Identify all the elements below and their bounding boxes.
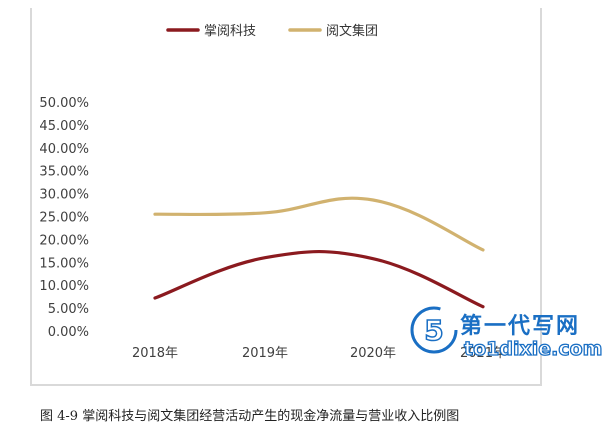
x-tick-label: 2019年 [242,346,288,361]
y-tick-label: 25.00% [39,211,89,226]
y-tick-label: 10.00% [39,279,89,294]
watermark-logo-icon: 5 [410,306,458,354]
y-tick-label: 5.00% [48,302,89,317]
y-tick-label: 50.00% [39,96,89,111]
chart-frame [30,8,542,386]
x-tick-label: 2020年 [350,346,396,361]
svg-text:5: 5 [424,314,443,347]
x-tick-label: 2021年 [460,346,506,361]
y-tick-label: 30.00% [39,188,89,203]
y-tick-label: 0.00% [48,325,89,340]
watermark-url: to1dixie.com [463,337,603,360]
figure-caption: 图 4-9 掌阅科技与阅文集团经营活动产生的现金净流量与营业收入比例图 [40,409,460,424]
watermark-title: 第一代写网 [460,314,581,339]
x-tick-label: 2018年 [132,346,178,361]
y-tick-label: 20.00% [39,233,89,248]
series-line-1 [153,196,485,252]
y-tick-label: 15.00% [39,256,89,271]
y-tick-label: 40.00% [39,142,89,157]
legend-label-1: 阅文集团 [326,23,378,39]
y-tick-label: 35.00% [39,165,89,180]
series-line-0 [153,250,485,309]
y-tick-label: 45.00% [39,119,89,134]
legend-label-0: 掌阅科技 [204,24,256,39]
watermark: 5 第一代写网 to1dixie.com [408,300,604,370]
